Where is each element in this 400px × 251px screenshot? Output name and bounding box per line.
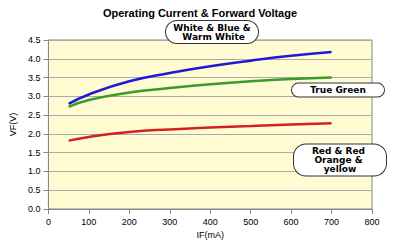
svg-text:IF(mA): IF(mA): [196, 230, 224, 240]
svg-text:700: 700: [324, 217, 339, 227]
svg-text:Red & Red: Red & Red: [311, 146, 369, 156]
svg-text:yellow: yellow: [324, 164, 357, 174]
svg-text:200: 200: [122, 217, 137, 227]
svg-text:True Green: True Green: [310, 85, 366, 95]
svg-text:3.5: 3.5: [28, 73, 41, 83]
svg-text:600: 600: [284, 217, 299, 227]
svg-text:400: 400: [203, 217, 218, 227]
svg-text:4.5: 4.5: [28, 35, 41, 45]
svg-text:800: 800: [364, 217, 379, 227]
svg-text:Warm White: Warm White: [179, 32, 245, 42]
svg-text:0: 0: [46, 217, 51, 227]
svg-text:500: 500: [243, 217, 258, 227]
svg-text:100: 100: [81, 217, 96, 227]
svg-text:300: 300: [162, 217, 177, 227]
svg-text:1.0: 1.0: [28, 166, 41, 176]
svg-text:3.0: 3.0: [28, 91, 41, 101]
svg-text:4.0: 4.0: [28, 54, 41, 64]
svg-text:1.5: 1.5: [28, 148, 41, 158]
svg-text:2.0: 2.0: [28, 129, 41, 139]
svg-text:0.0: 0.0: [28, 204, 41, 214]
svg-text:VF(V): VF(V): [8, 113, 18, 137]
svg-text:0.5: 0.5: [28, 185, 41, 195]
svg-text:White & Blue &: White & Blue &: [173, 22, 251, 33]
svg-text:Orange &: Orange &: [314, 155, 366, 165]
svg-text:Operating Current & Forward Vo: Operating Current & Forward Voltage: [103, 7, 297, 19]
svg-text:2.5: 2.5: [28, 110, 41, 120]
